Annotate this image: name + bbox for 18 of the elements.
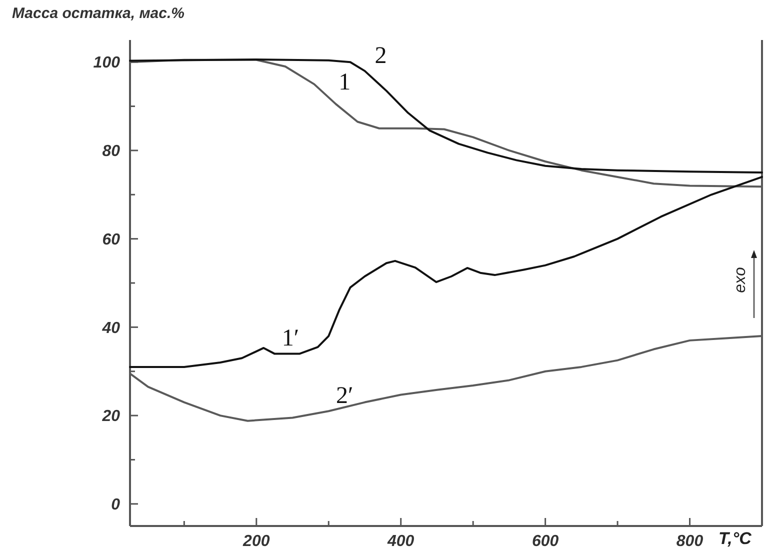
x-axis-title: T,°C bbox=[718, 529, 752, 548]
x-tick-label: 200 bbox=[242, 533, 270, 550]
annotation: 1 bbox=[338, 69, 351, 96]
annotation: 2′ bbox=[336, 383, 354, 410]
annotation: 2 bbox=[374, 42, 387, 69]
x-tick-label: 800 bbox=[676, 533, 704, 550]
x-tick-label: 600 bbox=[532, 533, 559, 550]
y-tick-label: 20 bbox=[101, 408, 120, 426]
y-tick-label: 60 bbox=[102, 231, 120, 248]
line-series bbox=[129, 176, 763, 368]
y-tick-label: 80 bbox=[102, 143, 120, 160]
y-tick-label: 0 bbox=[111, 496, 120, 514]
x-tick-label: 400 bbox=[386, 533, 414, 550]
y-axis-title: Масса остатка, мас.% bbox=[12, 5, 184, 22]
annotation: 1′ bbox=[282, 326, 300, 352]
y-tick-label: 40 bbox=[101, 320, 120, 337]
y-tick-label: 100 bbox=[93, 54, 120, 72]
annotation: exo bbox=[732, 267, 749, 293]
